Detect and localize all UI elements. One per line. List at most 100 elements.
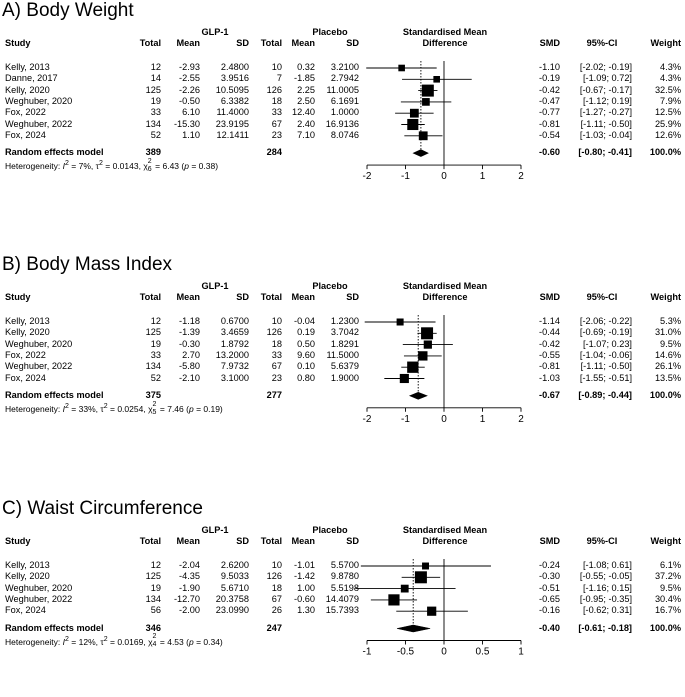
total2-header: Total <box>260 292 282 302</box>
mean2-header: Mean <box>291 536 316 546</box>
overall-smd: -0.60 <box>539 147 560 158</box>
ci-value: [-2.06; -0.22] <box>579 316 632 326</box>
total1-header: Total <box>139 536 161 546</box>
glp1-sd: 23.0990 <box>215 605 249 616</box>
i2-symbol: I <box>62 403 66 414</box>
study-name: Fox, 2024 <box>5 372 46 383</box>
smd-header: SMD <box>539 38 560 48</box>
study-estimate-square <box>421 327 434 340</box>
placebo-sd: 1.8291 <box>330 338 359 349</box>
glp1-sd: 13.2000 <box>215 349 249 360</box>
glp1-mean: -2.10 <box>179 372 200 383</box>
placebo-mean: 1.30 <box>297 605 315 616</box>
weight-value: 5.3% <box>660 316 681 326</box>
study-name: Kelly, 2020 <box>5 84 50 95</box>
glp1-sd: 10.5095 <box>215 84 249 95</box>
chi-value: = 7.46 ( <box>157 403 189 414</box>
x-tick-label: 0 <box>441 647 447 658</box>
weight-value: 14.6% <box>654 349 681 360</box>
overall-glp1-total: 389 <box>145 147 161 158</box>
placebo-total: 18 <box>271 95 282 106</box>
overall-smd: -0.40 <box>539 622 560 633</box>
superscript: 2 <box>103 635 108 643</box>
study-header: Study <box>5 292 31 302</box>
study-name: Kelly, 2020 <box>5 327 50 338</box>
placebo-mean: 0.80 <box>297 372 315 383</box>
placebo-sd: 3.7042 <box>330 327 359 338</box>
smd-header: SMD <box>539 536 560 546</box>
smd-value: -0.30 <box>539 571 560 582</box>
placebo-total: 7 <box>276 73 282 84</box>
study-header: Study <box>5 536 31 546</box>
study-name: Kelly, 2013 <box>5 62 50 72</box>
weight-value: 4.3% <box>660 62 681 72</box>
glp1-mean: 1.10 <box>182 129 200 140</box>
study-name: Danne, 2017 <box>5 73 58 84</box>
placebo-mean: 0.32 <box>297 62 315 72</box>
ci-value: [-2.02; -0.19] <box>579 62 632 72</box>
tau-value: = 0.0143, <box>102 160 144 171</box>
smd-value: -0.44 <box>539 327 560 338</box>
study-name: Fox, 2024 <box>5 605 46 616</box>
x-tick-label: -1 <box>401 414 410 425</box>
superscript: 2 <box>99 160 103 168</box>
glp1-sd: 20.3758 <box>215 593 249 604</box>
glp1-total: 52 <box>150 372 161 383</box>
x-tick-label: -1 <box>363 647 372 658</box>
overall-label: Random effects model <box>5 622 104 633</box>
weight-value: 25.9% <box>654 118 681 129</box>
smd-value: -1.10 <box>539 62 560 72</box>
smd-value: -0.16 <box>539 605 560 616</box>
weight-value: 32.5% <box>654 84 681 95</box>
weight-header: Weight <box>650 38 681 48</box>
glp1-total: 134 <box>145 118 161 129</box>
weight-value: 37.2% <box>654 571 681 582</box>
smd-header-line1: Standardised Mean <box>402 281 488 291</box>
weight-header: Weight <box>650 536 681 546</box>
glp1-mean: 2.70 <box>182 349 200 360</box>
glp1-mean: -0.50 <box>179 95 200 106</box>
study-name: Fox, 2022 <box>5 349 46 360</box>
weight-value: 6.1% <box>660 560 681 570</box>
mean2-header: Mean <box>291 38 316 48</box>
i2-symbol: I <box>62 160 66 171</box>
ci-value: [-1.55; -0.51] <box>579 372 632 383</box>
smd-value: -0.65 <box>539 593 560 604</box>
glp1-total: 12 <box>150 62 161 72</box>
superscript: 2 <box>103 402 108 410</box>
glp1-total: 134 <box>145 593 161 604</box>
weight-value: 4.3% <box>660 73 681 84</box>
forest-plot-area: -2 -1 0 1 2 <box>363 60 524 182</box>
ci-value: [-1.08; 0.61] <box>582 560 632 570</box>
placebo-total: 33 <box>271 107 282 118</box>
sd1-header: SD <box>236 536 249 546</box>
weight-value: 12.6% <box>654 129 681 140</box>
placebo-sd: 3.2100 <box>330 62 359 72</box>
p-value: = 0.38) <box>188 160 219 171</box>
overall-placebo-total: 277 <box>266 389 282 400</box>
glp1-mean: -2.26 <box>179 84 200 95</box>
ci-value: [-1.16; 0.15] <box>582 582 632 593</box>
p-symbol: p <box>188 403 194 414</box>
placebo-total: 18 <box>271 338 282 349</box>
i2-value: = 7%, <box>68 160 96 171</box>
placebo-sd: 5.5198 <box>330 582 359 593</box>
p-value: = 0.34) <box>193 636 223 647</box>
mean1-header: Mean <box>176 38 201 48</box>
overall-ci: [-0.80; -0.41] <box>578 147 632 158</box>
study-estimate-square <box>399 373 409 384</box>
placebo-total: 10 <box>271 316 282 326</box>
glp1-total: 14 <box>150 73 161 84</box>
study-name: Weghuber, 2022 <box>5 118 73 129</box>
het-prefix: Heterogeneity: <box>5 403 63 414</box>
x-tick-label: 2 <box>518 414 524 425</box>
placebo-total: 126 <box>266 327 282 338</box>
weight-value: 9.5% <box>660 582 681 593</box>
study-name: Kelly, 2020 <box>5 571 50 582</box>
p-value: = 0.19) <box>193 403 223 414</box>
smd-header: SMD <box>539 292 560 302</box>
superscript: 2 <box>147 157 152 165</box>
ci-value: [-1.12; 0.19] <box>582 95 632 106</box>
